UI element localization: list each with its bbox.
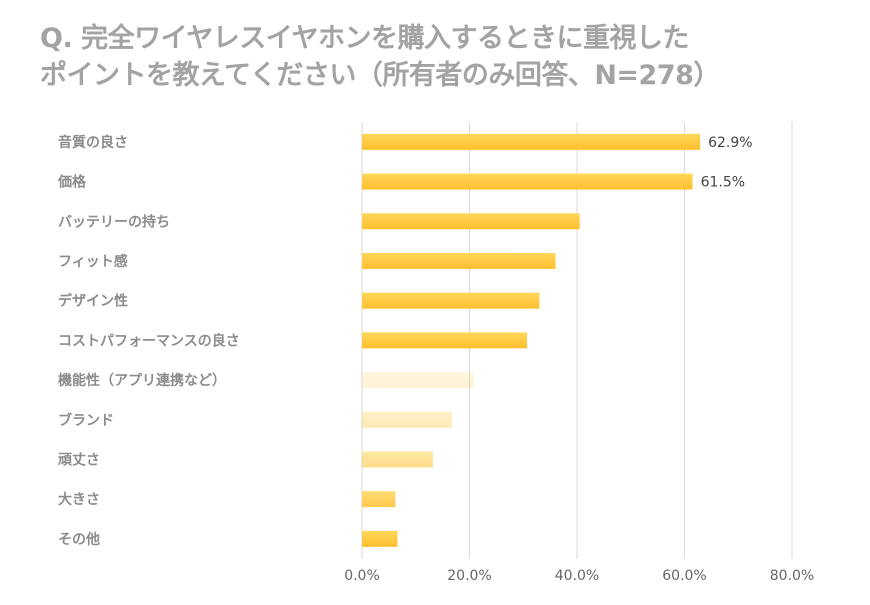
bar: [362, 411, 452, 428]
data-label: 62.9%: [708, 135, 752, 151]
bar: [362, 173, 693, 190]
category-label: ブランド: [58, 412, 114, 429]
x-tick-label: 40.0%: [555, 568, 599, 584]
bar: [362, 491, 396, 508]
bar: [362, 292, 540, 309]
bar: [362, 133, 701, 150]
bar: [362, 213, 580, 230]
category-label: 価格: [57, 174, 87, 191]
bar: [362, 252, 556, 269]
category-label: デザイン性: [58, 293, 128, 310]
chart-title: Q. 完全ワイヤレスイヤホンを購入するときに重視した ポイントを教えてください（…: [40, 20, 720, 94]
data-label: 61.5%: [701, 175, 745, 191]
category-label: フィット感: [58, 253, 128, 270]
category-label: その他: [58, 531, 100, 548]
title-line-1: Q. 完全ワイヤレスイヤホンを購入するときに重視した: [40, 23, 689, 54]
title-line-2: ポイントを教えてください（所有者のみ回答、N=278）: [40, 60, 720, 91]
category-label: バッテリーの持ち: [58, 213, 170, 230]
category-label: コストパフォーマンスの良さ: [58, 332, 240, 349]
category-label: 頑丈さ: [57, 452, 100, 468]
x-tick-label: 20.0%: [447, 568, 491, 584]
x-tick-label: 0.0%: [344, 568, 380, 584]
bar: [362, 372, 474, 389]
category-label: 大きさ: [58, 491, 100, 508]
bar: [362, 332, 528, 349]
bar: [362, 451, 433, 468]
x-tick-label: 80.0%: [770, 568, 814, 584]
bar: [362, 530, 398, 547]
x-tick-label: 60.0%: [662, 568, 706, 584]
category-label: 音質の良さ: [58, 134, 128, 151]
category-label: 機能性（アプリ連携など）: [58, 372, 226, 389]
